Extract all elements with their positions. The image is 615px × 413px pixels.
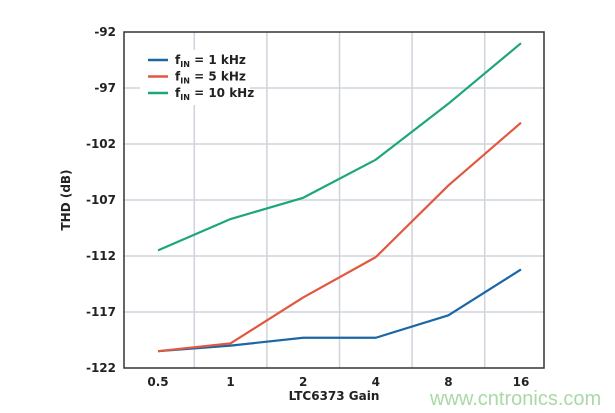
legend-label: fIN = 1 kHz xyxy=(175,53,246,69)
x-axis-label: LTC6373 Gain xyxy=(289,389,380,403)
y-tick-labels: -92 -97 -102 -107 -112 -117 -122 xyxy=(86,25,116,375)
plot-frame xyxy=(123,31,545,369)
x-tick-labels: 0.5 1 2 4 8 16 xyxy=(147,375,529,389)
x-tick-label: 0.5 xyxy=(147,375,168,389)
y-tick-label: -107 xyxy=(86,193,116,207)
y-tick-label: -102 xyxy=(86,137,116,151)
series-lines xyxy=(157,42,522,353)
x-tick-label: 2 xyxy=(299,375,307,389)
legend-label: fIN = 5 kHz xyxy=(175,70,246,86)
y-tick-label: -117 xyxy=(86,305,116,319)
y-tick-label: -97 xyxy=(94,81,116,95)
y-tick-label: -92 xyxy=(94,25,116,39)
watermark: www.cntronics.com xyxy=(429,388,601,410)
series-line-1 xyxy=(157,268,522,353)
series-line-3 xyxy=(157,42,522,252)
y-tick-label: -122 xyxy=(86,361,116,375)
x-tick-label: 4 xyxy=(372,375,380,389)
x-tick-label: 16 xyxy=(513,375,530,389)
x-tick-label: 1 xyxy=(226,375,234,389)
legend-label: fIN = 10 kHz xyxy=(175,86,254,102)
y-tick-label: -112 xyxy=(86,249,116,263)
x-tick-label: 8 xyxy=(444,375,452,389)
y-axis-label: THD (dB) xyxy=(59,169,73,230)
series-line-2 xyxy=(157,121,522,353)
